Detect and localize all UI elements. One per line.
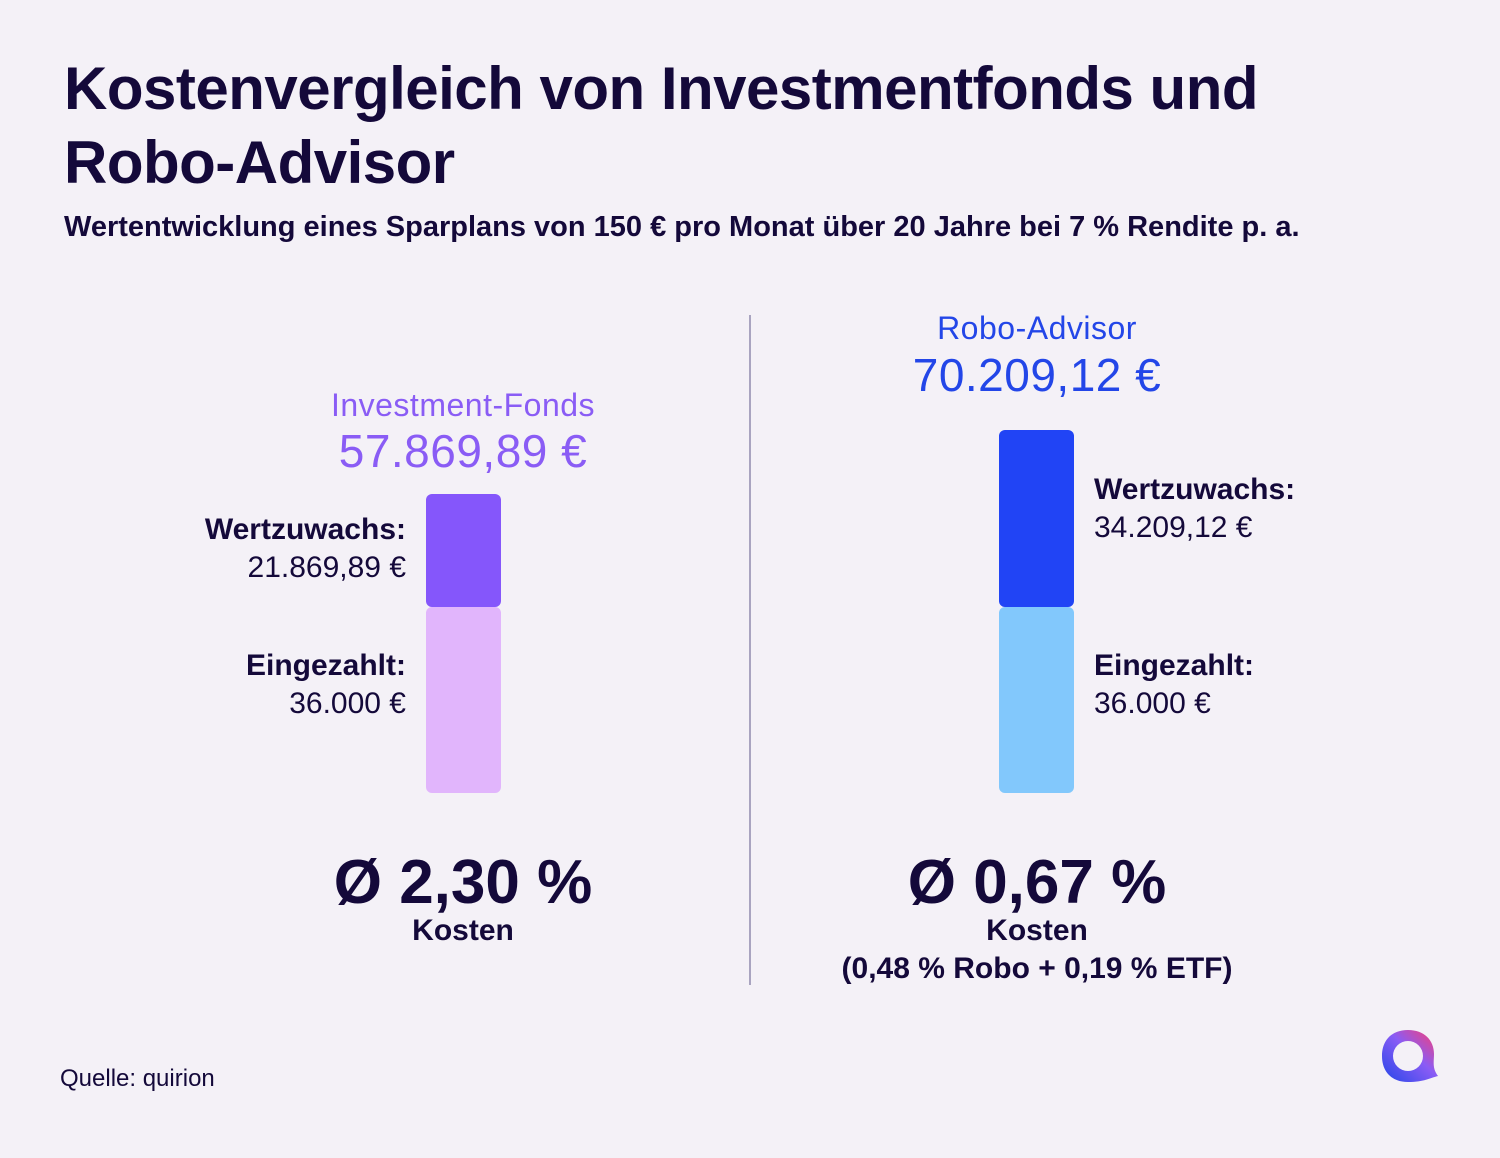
fonds-growth-bar: [426, 493, 501, 607]
fonds-paid-bar: [426, 606, 501, 793]
fonds-cost: Ø 2,30 %: [333, 848, 593, 917]
source-note: Quelle: quirion: [60, 1065, 215, 1092]
fonds-paid-key: Eingezahlt:: [245, 649, 406, 682]
fonds-cost-label: Kosten: [412, 914, 514, 947]
robo-growth-bar: [999, 430, 1074, 607]
fonds-paid-value: 36.000 €: [289, 687, 406, 720]
page-title: Kostenvergleich von Investmentfonds und …: [64, 55, 1259, 196]
fonds-paid-label: Eingezahlt: 36.000 €: [86, 647, 406, 723]
robo-cost-label: Kosten: [986, 914, 1088, 947]
robo-cost: Ø 0,67 %: [907, 848, 1167, 917]
robo-paid-key: Eingezahlt:: [1094, 649, 1255, 682]
robo-paid-value: 36.000 €: [1094, 687, 1211, 720]
quirion-logo-icon: [1382, 1030, 1438, 1082]
robo-paid-bar: [999, 606, 1074, 793]
fonds-growth-value: 21.869,89 €: [247, 551, 406, 584]
robo-paid-label: Eingezahlt: 36.000 €: [1094, 647, 1414, 723]
robo-growth-label: Wertzuwachs: 34.209,12 €: [1094, 471, 1414, 547]
fonds-growth-key: Wertzuwachs:: [204, 513, 406, 546]
column-divider: [749, 315, 751, 985]
fonds-title: Investment-Fonds: [330, 387, 596, 423]
robo-title: Robo-Advisor: [937, 310, 1137, 346]
fonds-total: 57.869,89 €: [338, 425, 588, 477]
robo-total: 70.209,12 €: [912, 349, 1162, 401]
robo-cost-detail: (0,48 % Robo + 0,19 % ETF): [841, 952, 1233, 985]
fonds-growth-label: Wertzuwachs: 21.869,89 €: [86, 511, 406, 587]
page-subtitle: Wertentwicklung eines Sparplans von 150 …: [64, 211, 1300, 243]
robo-growth-value: 34.209,12 €: [1094, 511, 1253, 544]
robo-growth-key: Wertzuwachs:: [1094, 473, 1296, 506]
